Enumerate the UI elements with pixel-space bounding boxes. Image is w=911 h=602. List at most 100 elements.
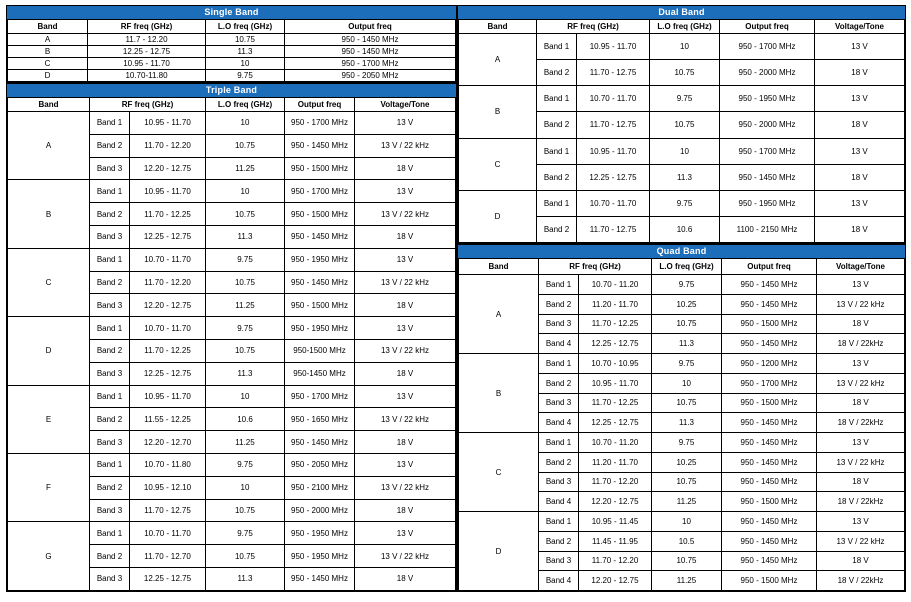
value-cell: 12.25 - 12.75 [87,45,206,58]
value-cell: Band 1 [538,274,579,295]
value-cell: 950 - 1450 MHz [721,451,817,473]
value-cell: 11.25 [205,156,285,181]
value-cell: 13 V / 22 kHz [816,451,905,473]
value-cell: 950 - 1450 MHz [721,293,817,315]
table-row: G Band 1 10.70 - 11.70 9.75 950 - 1950 MHz 13… [7,521,456,591]
value-cell: 18 V [814,111,905,139]
value-cell: 18 V [816,471,905,493]
value-cell: Band 2 [89,407,130,432]
value-cell: 10 [649,137,720,165]
value-cell: 13 V [354,521,456,546]
value-cell: 10 [649,32,720,61]
value-cell: 950 - 1500 MHz [284,202,355,226]
column-header: Voltage/Tone [816,258,905,275]
table-row: Band 2 12.25 - 12.75 11.3 950 - 1450 MHz 18 … [459,163,905,191]
band-letter-cell: B [458,85,537,139]
table-row: A Band 1 10.70 - 11.20 9.75 950 - 1450 MHz 13… [458,274,905,354]
value-cell: Band 4 [538,491,579,512]
value-cell: 9.75 [205,69,285,82]
value-cell: 13 V / 22 kHz [354,133,456,158]
table-row: Band 2 11.20 - 11.70 10.25 950 - 1450 MHz 13… [459,293,905,315]
left-table-column: Single Band Band RF freq (GHz) L.O freq (GH… [6,5,457,592]
value-cell: 9.75 [205,521,285,546]
band-letter-cell: E [7,384,90,454]
value-cell: D [7,69,88,82]
value-cell: 11.25 [205,293,285,318]
value-cell: 10.75 [649,111,720,139]
value-cell: 13 V [816,432,905,453]
value-cell: 10.70 - 11.70 [129,247,206,272]
value-cell: 10 [205,475,285,500]
value-cell: 950 - 1450 MHz [719,163,815,191]
table-row: C Band 1 10.70 - 11.20 9.75 950 - 1450 MHz 13… [458,432,905,512]
value-cell: Band 3 [89,430,130,454]
value-cell: 10.95 - 11.70 [578,372,652,394]
value-cell: 950 - 1450 MHz [721,511,817,532]
value-cell: 18 V [354,156,456,181]
value-cell: 11.70 - 12.25 [129,202,206,226]
table-row: A Band 1 10.95 - 11.70 10 950 - 1700 MHz 13 V [7,110,456,181]
value-cell: Band 2 [538,530,579,552]
value-cell: 950 - 1450 MHz [284,133,355,158]
value-cell: 10.70 - 11.70 [576,189,650,217]
value-cell: 11.70 - 12.20 [129,270,206,295]
header-row: Band RF freq (GHz) L.O freq (GHz) Output fr… [458,258,905,275]
table-row: Band 2 11.45 - 11.95 10.5 950 - 1450 MHz 13 … [459,530,905,552]
value-cell: 10.75 [205,133,285,158]
table-row: Band 3 12.25 - 12.75 11.3 950 - 1450 MHz 18 … [8,224,456,249]
value-cell: Band 1 [89,452,130,477]
value-cell: 950 - 1700 MHz [284,57,456,70]
value-cell: Band 1 [538,511,579,532]
value-cell: 10 [651,511,722,532]
band-letter-cell: A [458,274,539,354]
value-cell: 18 V [816,550,905,572]
value-cell: 13 V / 22 kHz [354,475,456,500]
value-cell: 950 - 1500 MHz [284,156,355,181]
table-row: B Band 1 10.70 - 10.95 9.75 950 - 1200 MHz 13… [458,353,905,433]
value-cell: 9.75 [651,274,722,295]
value-cell: 950 - 2000 MHz [284,498,355,523]
value-cell: A [7,33,88,46]
table-row: A 11.7 - 12.20 10.75 950 - 1450 MHz [7,33,456,46]
value-cell: Band 1 [89,521,130,546]
value-cell: Band 2 [538,372,579,394]
value-cell: 950 - 2100 MHz [284,475,355,500]
table-row: F Band 1 10.70 - 11.80 9.75 950 - 2050 MHz 13… [7,452,456,523]
value-cell: 11.25 [651,491,722,512]
band-letter-cell: C [458,432,539,512]
value-cell: 9.75 [651,432,722,453]
value-cell: 13 V / 22 kHz [354,544,456,568]
table-row: D Band 1 10.95 - 11.45 10 950 - 1450 MHz 13 V [458,511,905,591]
value-cell: 10.5 [651,530,722,552]
value-cell: 10.75 [205,202,285,226]
value-cell: 18 V / 22kHz [816,570,905,591]
value-cell: 12.25 - 12.75 [578,412,652,433]
value-cell: Band 3 [538,313,579,335]
table-row: Band 4 12.25 - 12.75 11.3 950 - 1450 MHz 18 … [459,333,905,354]
value-cell: 11.3 [205,224,285,249]
value-cell: 9.75 [205,316,285,340]
value-cell: 11.70 - 12.20 [578,550,652,572]
value-cell: Band 1 [536,189,577,217]
value-cell: 11.70 - 12.25 [578,392,652,414]
value-cell: Band 1 [538,353,579,374]
column-header: Band [458,258,539,275]
value-cell: 950 - 1450 MHz [284,270,355,295]
value-cell: Band 2 [536,163,577,191]
column-header: Output freq [721,258,817,275]
value-cell: Band 1 [536,85,577,113]
value-cell: 950 - 1700 MHz [719,32,815,61]
header-row: Band RF freq (GHz) L.O freq (GHz) Output fr… [7,97,456,112]
value-cell: 11.70 - 12.25 [129,338,206,363]
value-cell: 11.70 - 12.75 [576,111,650,139]
value-cell: 950 - 1950 MHz [284,247,355,272]
column-header: Band [7,19,88,34]
value-cell: Band 3 [89,566,130,592]
value-cell: 10.75 [205,338,285,363]
column-header: RF freq (GHz) [538,258,652,275]
value-cell: 13 V / 22 kHz [354,202,456,226]
table-row: Band 2 11.70 - 12.70 10.75 950 - 1950 MHz 13… [8,544,456,568]
value-cell: B [7,45,88,58]
column-header: L.O freq (GHz) [649,19,720,34]
value-cell: 11.70 - 12.20 [578,471,652,493]
